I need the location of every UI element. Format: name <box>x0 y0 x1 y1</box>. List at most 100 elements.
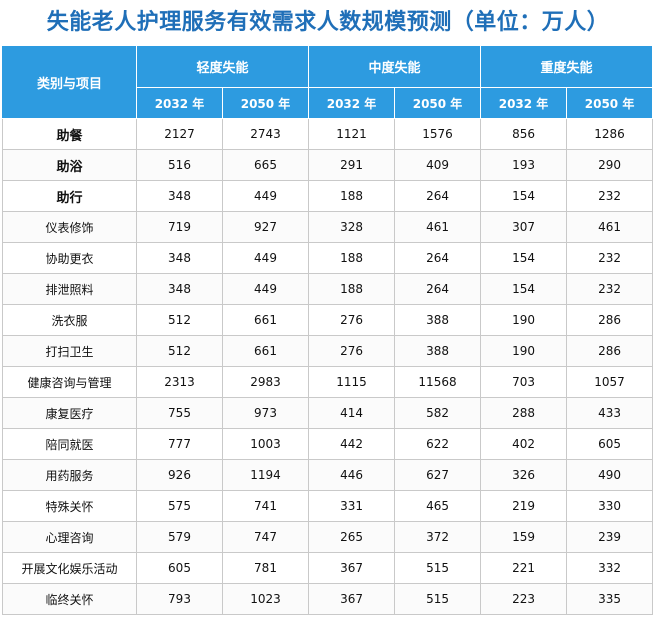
header-year-row: 2032 年 2050 年 2032 年 2050 年 2032 年 2050 … <box>3 87 654 119</box>
table-row: 助浴 516 665 291 409 193 290 <box>2 149 654 181</box>
table-cell: 276 <box>308 304 396 336</box>
table-cell: 330 <box>566 490 654 522</box>
table-cell: 622 <box>394 428 482 460</box>
table-cell: 219 <box>480 490 568 522</box>
row-item-label: 洗衣服 <box>2 304 137 336</box>
table-cell: 232 <box>566 180 654 212</box>
table-cell: 154 <box>480 180 568 212</box>
table-cell: 348 <box>136 180 223 212</box>
table-row: 康复医疗 755 973 414 582 288 433 <box>2 397 654 429</box>
table-cell: 332 <box>566 552 654 584</box>
table-cell: 1576 <box>394 118 482 150</box>
table-cell: 1121 <box>308 118 396 150</box>
table-cell: 286 <box>566 304 654 336</box>
table-cell: 741 <box>221 490 310 522</box>
table-cell: 348 <box>136 242 223 274</box>
table-cell: 512 <box>136 335 223 367</box>
table-cell: 372 <box>394 521 482 553</box>
table-row: 特殊关怀 575 741 331 465 219 330 <box>2 490 654 522</box>
row-item-label: 打扫卫生 <box>2 335 137 367</box>
table-cell: 414 <box>308 397 396 429</box>
table-cell: 703 <box>480 366 568 398</box>
table-cell: 973 <box>221 397 310 429</box>
table-cell: 388 <box>394 304 482 336</box>
table-cell: 307 <box>480 211 568 243</box>
table-cell: 781 <box>221 552 310 584</box>
row-item-label: 心理咨询 <box>2 521 137 553</box>
table-cell: 516 <box>136 149 223 181</box>
header-year: 2032 年 <box>308 87 396 119</box>
row-item-label: 特殊关怀 <box>2 490 137 522</box>
table-cell: 755 <box>136 397 223 429</box>
table-row: 健康咨询与管理 2313 2983 1115 11568 703 1057 <box>2 366 654 398</box>
table-cell: 264 <box>394 273 482 305</box>
table-cell: 512 <box>136 304 223 336</box>
table-cell: 388 <box>394 335 482 367</box>
table-cell: 288 <box>480 397 568 429</box>
table-row: 助餐 2127 2743 1121 1576 856 1286 <box>2 118 654 150</box>
table-cell: 188 <box>308 242 396 274</box>
row-item-label: 用药服务 <box>2 459 137 491</box>
table-row: 心理咨询 579 747 265 372 159 239 <box>2 521 654 553</box>
header-year: 2050 年 <box>221 87 310 119</box>
header-mild: 轻度失能 <box>135 45 310 88</box>
header-group-row: 类别与项目 轻度失能 中度失能 重度失能 <box>2 45 654 119</box>
table-cell: 449 <box>221 180 310 212</box>
row-item-label: 助浴 <box>2 149 137 181</box>
table-cell: 223 <box>480 583 568 615</box>
table-cell: 232 <box>566 242 654 274</box>
table-cell: 926 <box>136 459 223 491</box>
header-category: 类别与项目 <box>2 45 137 119</box>
row-item-label: 助餐 <box>2 118 137 150</box>
header-year: 2050 年 <box>566 87 654 119</box>
table-body: 助餐 2127 2743 1121 1576 856 1286 助浴 516 665 291 409 1… <box>2 118 654 615</box>
table-cell: 515 <box>394 583 482 615</box>
table-cell: 515 <box>394 552 482 584</box>
table-cell: 276 <box>308 335 396 367</box>
table-cell: 1023 <box>221 583 310 615</box>
table-cell: 461 <box>394 211 482 243</box>
row-item-label: 助行 <box>2 180 137 212</box>
table-cell: 627 <box>394 459 482 491</box>
table-cell: 190 <box>480 304 568 336</box>
table-cell: 747 <box>221 521 310 553</box>
table-cell: 154 <box>480 273 568 305</box>
table-cell: 291 <box>308 149 396 181</box>
table-cell: 461 <box>566 211 654 243</box>
table-cell: 1194 <box>221 459 310 491</box>
table-cell: 927 <box>221 211 310 243</box>
table-cell: 190 <box>480 335 568 367</box>
table-cell: 367 <box>308 583 396 615</box>
table-cell: 188 <box>308 273 396 305</box>
table-cell: 328 <box>308 211 396 243</box>
row-item-label: 协助更衣 <box>2 242 137 274</box>
row-item-label: 开展文化娱乐活动 <box>2 552 137 584</box>
row-item-label: 临终关怀 <box>2 583 137 615</box>
table-cell: 793 <box>136 583 223 615</box>
table-cell: 159 <box>480 521 568 553</box>
table-cell: 661 <box>221 335 310 367</box>
table-cell: 290 <box>566 149 654 181</box>
table-header: 类别与项目 轻度失能 中度失能 重度失能 2032 年 2050 年 2032 … <box>2 45 654 119</box>
page-title: 失能老人护理服务有效需求人数规模预测（单位：万人） <box>46 10 610 35</box>
table-cell: 402 <box>480 428 568 460</box>
table-row: 用药服务 926 1194 446 627 326 490 <box>2 459 654 491</box>
table-cell: 2743 <box>221 118 310 150</box>
table-cell: 286 <box>566 335 654 367</box>
row-item-label: 健康咨询与管理 <box>2 366 137 398</box>
table-cell: 579 <box>136 521 223 553</box>
table-cell: 1286 <box>566 118 654 150</box>
table-cell: 264 <box>394 180 482 212</box>
table-row: 打扫卫生 512 661 276 388 190 286 <box>2 335 654 367</box>
table-cell: 193 <box>480 149 568 181</box>
table-cell: 605 <box>566 428 654 460</box>
table-cell: 331 <box>308 490 396 522</box>
table-row: 开展文化娱乐活动 605 781 367 515 221 332 <box>2 552 654 584</box>
table-cell: 665 <box>221 149 310 181</box>
table-cell: 239 <box>566 521 654 553</box>
table-cell: 661 <box>221 304 310 336</box>
table-row: 排泄照料 348 449 188 264 154 232 <box>2 273 654 305</box>
table-cell: 856 <box>480 118 568 150</box>
table-cell: 2983 <box>221 366 310 398</box>
table-cell: 490 <box>566 459 654 491</box>
